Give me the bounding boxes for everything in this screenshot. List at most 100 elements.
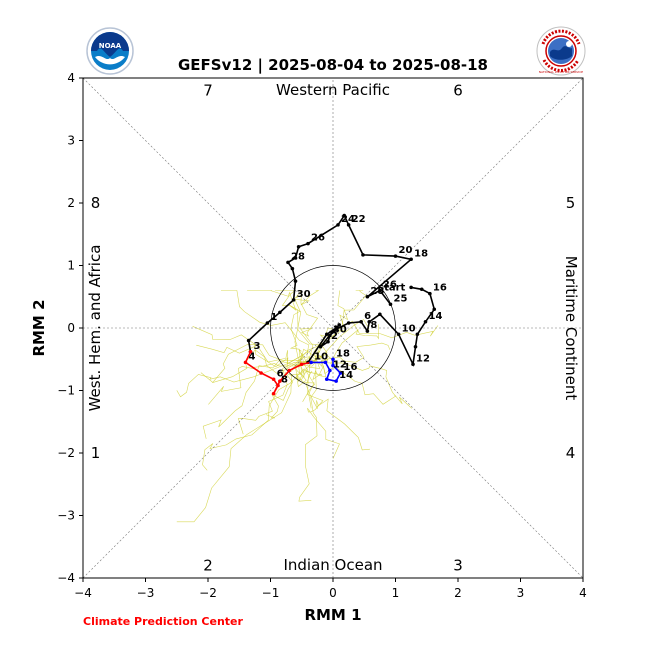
day-label: 30 xyxy=(297,289,311,300)
day-label: 26 xyxy=(311,233,325,244)
day-label: 6 xyxy=(364,311,371,322)
region-label: Western Pacific xyxy=(276,81,390,99)
forecast-week1-track-point xyxy=(259,371,263,375)
observed-track-point xyxy=(378,312,382,317)
forecast-week1-track-point xyxy=(271,377,276,382)
forecast-week2-track-point xyxy=(331,357,335,362)
y-tick-label: 0 xyxy=(67,321,75,335)
observed-earlier-track-point xyxy=(291,298,296,302)
day-label: 10 xyxy=(314,351,328,362)
day-label: 4 xyxy=(249,351,256,362)
observed-earlier-track-point xyxy=(293,279,298,283)
y-tick-label: 2 xyxy=(67,196,75,210)
observed-track-point xyxy=(324,332,329,337)
observed-track-point xyxy=(409,285,413,290)
phase-number: 5 xyxy=(566,194,576,212)
day-label: 2 xyxy=(331,331,338,342)
ensemble-member-line xyxy=(305,361,370,451)
ensemble-member-line xyxy=(319,354,413,409)
ensemble-member-line xyxy=(307,370,340,459)
observed-track-point xyxy=(334,326,338,330)
ensemble-member-line xyxy=(275,290,324,352)
phase-number: 4 xyxy=(566,444,576,462)
day-label: 3 xyxy=(254,341,261,352)
ensemble-member-line xyxy=(212,344,307,383)
day-label: 20 xyxy=(399,245,413,256)
day-label: 18 xyxy=(336,348,350,359)
observed-track-point xyxy=(413,344,418,349)
y-tick-label: 4 xyxy=(67,71,75,85)
phase-number: 8 xyxy=(91,194,101,212)
observed-earlier-track-point xyxy=(246,338,251,343)
day-label: 14 xyxy=(429,311,443,322)
x-tick-label: −4 xyxy=(74,586,92,600)
day-label: 16 xyxy=(344,362,358,373)
phase-number: 6 xyxy=(453,82,463,100)
observed-track-point xyxy=(365,329,370,333)
observed-earlier-track-line xyxy=(247,213,413,352)
y-tick-label: 1 xyxy=(67,259,75,273)
ensemble-member-line xyxy=(294,290,319,365)
observed-track-point xyxy=(432,307,437,312)
forecast-week1-track-point xyxy=(248,349,253,354)
nws-logo: NATIONAL WEATHER SERVICE xyxy=(536,26,586,76)
y-tick-label: −3 xyxy=(57,509,75,523)
observed-earlier-track-point xyxy=(290,266,295,271)
observed-track-point xyxy=(411,362,415,367)
forecast-week1-track-point xyxy=(278,379,282,383)
ensemble-member-line xyxy=(221,290,310,357)
start-label: start xyxy=(378,282,405,293)
forecast-week2-track-point xyxy=(334,379,338,383)
forecast-week2-track-point xyxy=(324,377,329,382)
y-tick-label: −1 xyxy=(57,384,75,398)
day-label: 10 xyxy=(402,323,416,334)
region-label: Maritime Continent xyxy=(562,256,580,401)
observed-earlier-track-point xyxy=(342,213,347,218)
ensemble-member-line xyxy=(176,373,300,523)
phase-number: 3 xyxy=(453,557,463,575)
observed-earlier-track-point xyxy=(286,260,290,265)
track-day-labels: 2526281820222426283013161412108630246810… xyxy=(249,214,447,386)
day-label: 6 xyxy=(277,368,284,379)
observed-earlier-track-point xyxy=(278,310,282,315)
day-label: 12 xyxy=(333,360,347,371)
observed-earlier-track-point xyxy=(361,253,365,257)
x-tick-label: −3 xyxy=(137,586,155,600)
y-tick-label: 3 xyxy=(67,134,75,148)
observed-earlier-track-point xyxy=(296,244,301,249)
ensemble-member-line xyxy=(237,361,304,435)
day-label: 16 xyxy=(433,283,447,294)
day-label: 12 xyxy=(416,353,430,364)
x-tick-label: 0 xyxy=(329,586,337,600)
day-label: 8 xyxy=(281,375,288,386)
ensemble-member-line xyxy=(306,320,439,351)
day-label: 28 xyxy=(370,286,384,297)
forecast-week1-track-point xyxy=(271,391,276,396)
observed-track-point xyxy=(396,332,401,337)
ensemble-members xyxy=(176,290,439,523)
region-label: Indian Ocean xyxy=(283,556,382,574)
ensemble-member-line xyxy=(247,290,305,375)
noaa-logo: NOAA xyxy=(86,27,134,75)
forecast-week2-track-point xyxy=(309,360,313,365)
forecast-week2-track-point xyxy=(328,368,332,373)
ensemble-member-line xyxy=(265,368,308,419)
nws-logo-text: NATIONAL WEATHER SERVICE xyxy=(539,70,584,74)
day-label: 25 xyxy=(394,293,408,304)
observed-earlier-track-point xyxy=(388,302,393,307)
observed-earlier-track-point xyxy=(293,256,298,260)
observed-earlier-track-point xyxy=(336,223,340,227)
observed-track-point xyxy=(415,332,420,337)
ensemble-member-line xyxy=(296,319,370,367)
day-label: 8 xyxy=(370,320,377,331)
rmm-tracks xyxy=(243,213,437,396)
observed-track-point xyxy=(337,323,342,327)
observed-track-point xyxy=(423,319,428,324)
observed-earlier-track-point xyxy=(306,241,310,246)
x-tick-label: 1 xyxy=(392,586,400,600)
forecast-week2-track-point xyxy=(323,360,328,365)
